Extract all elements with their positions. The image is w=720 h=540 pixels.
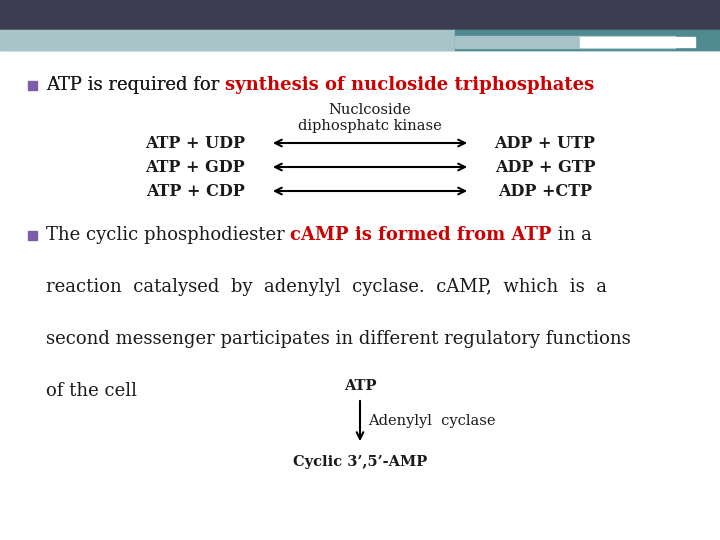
- Text: The cyclic phosphodiester: The cyclic phosphodiester: [46, 226, 290, 244]
- Text: ATP + GDP: ATP + GDP: [145, 159, 245, 176]
- Bar: [580, 37, 695, 47]
- Text: in a: in a: [552, 226, 592, 244]
- Bar: [0, 0, 720, 30]
- Text: ATP is required for: ATP is required for: [46, 76, 225, 94]
- Text: ATP + UDP: ATP + UDP: [145, 134, 245, 152]
- Text: ATP is required for: ATP is required for: [46, 76, 225, 94]
- Bar: [455, 36, 675, 48]
- Text: ATP + CDP: ATP + CDP: [145, 183, 244, 199]
- Text: cAMP is formed from ATP: cAMP is formed from ATP: [290, 226, 552, 244]
- Text: reaction  catalysed  by  adenylyl  cyclase.  cAMP,  which  is  a: reaction catalysed by adenylyl cyclase. …: [46, 278, 607, 296]
- Bar: [28, 231, 37, 240]
- Text: Adenylyl  cyclase: Adenylyl cyclase: [368, 414, 495, 428]
- Text: Cyclic 3’,5’-AMP: Cyclic 3’,5’-AMP: [293, 455, 427, 469]
- Text: ADP + GTP: ADP + GTP: [495, 159, 595, 176]
- Text: of the cell: of the cell: [46, 382, 137, 400]
- Bar: [0, 30, 720, 50]
- Text: second messenger participates in different regulatory functions: second messenger participates in differe…: [46, 330, 631, 348]
- Bar: [0, 30, 455, 50]
- Text: ATP: ATP: [343, 379, 377, 393]
- Bar: [28, 81, 37, 90]
- Text: Nuclcoside
diphosphatc kinase: Nuclcoside diphosphatc kinase: [298, 103, 442, 133]
- Text: ADP +CTP: ADP +CTP: [498, 183, 592, 199]
- Text: synthesis of nucloside triphosphates: synthesis of nucloside triphosphates: [225, 76, 594, 94]
- Bar: [455, 30, 720, 50]
- Text: ADP + UTP: ADP + UTP: [495, 134, 595, 152]
